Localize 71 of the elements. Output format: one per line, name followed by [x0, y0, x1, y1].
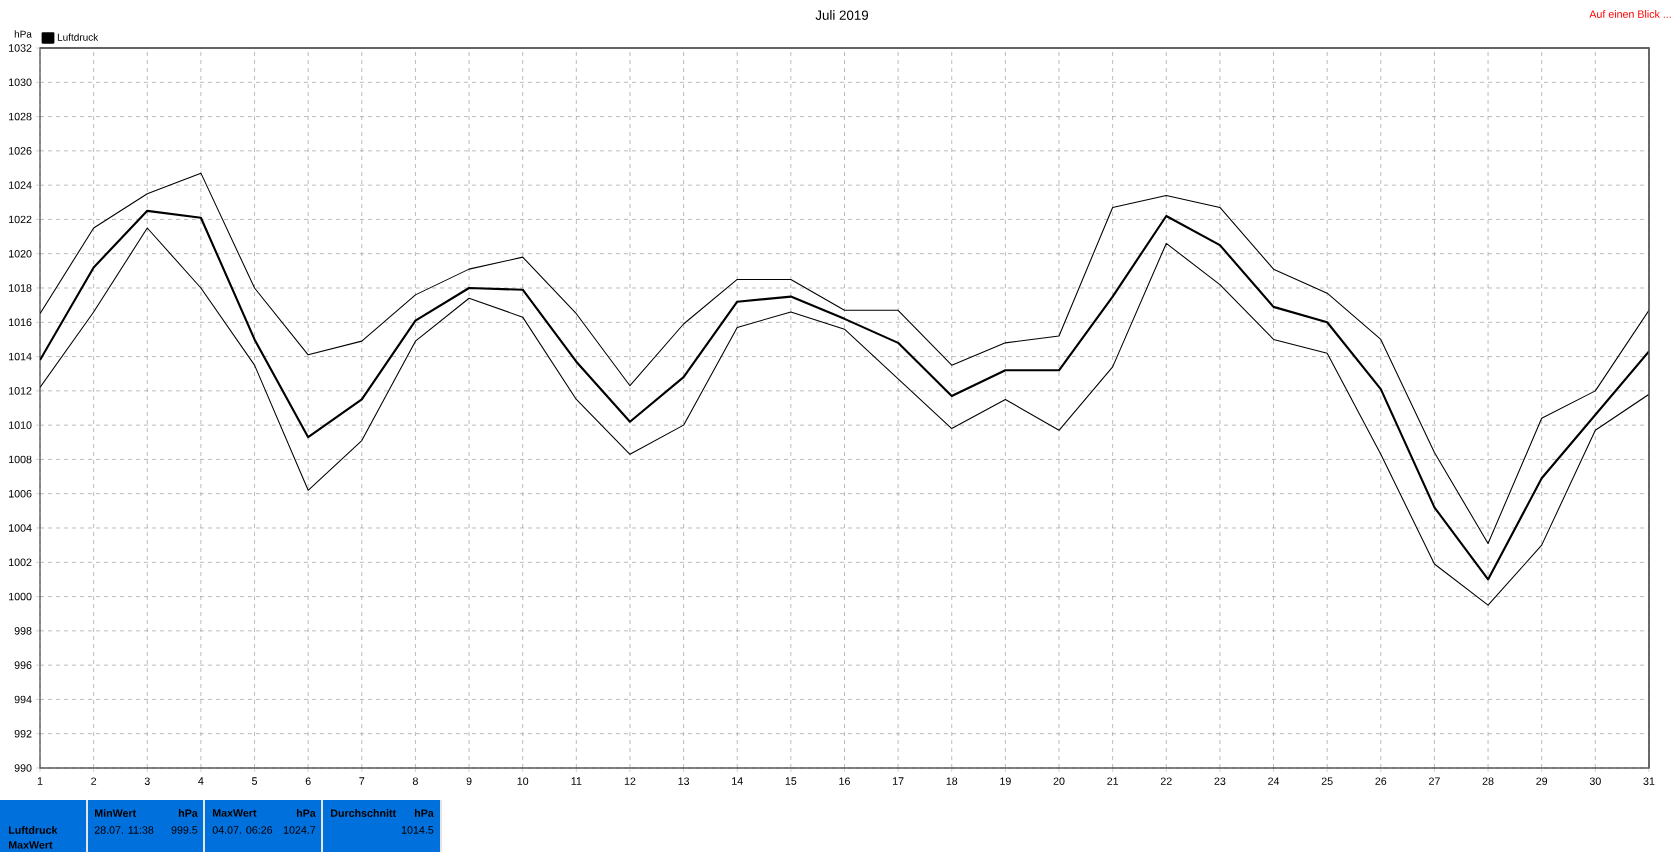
y-tick-label: 1020: [9, 249, 32, 258]
text: Luftdruck: [8, 826, 58, 834]
x-tick-label: 2: [91, 777, 97, 785]
text: MinWert: [94, 809, 137, 817]
x-tick-label: 16: [839, 777, 850, 785]
text: Auf einen Blick ...: [1589, 10, 1671, 18]
y-tick-label: 1030: [9, 78, 32, 87]
x-tick-label: 28: [1482, 777, 1494, 785]
y-tick-label: 994: [14, 695, 32, 704]
text: MaxWert: [212, 809, 257, 817]
x-tick-label: 25: [1321, 777, 1333, 785]
y-tick-label: 1018: [9, 284, 32, 292]
y-tick-label: 990: [14, 764, 32, 772]
x-tick-label: 7: [359, 777, 365, 785]
y-tick-label: 992: [14, 729, 32, 738]
y-tick-label: 1016: [9, 318, 32, 327]
x-tick-label: 17: [893, 777, 904, 785]
text: 999.5: [171, 826, 198, 834]
x-tick-label: 27: [1429, 777, 1440, 785]
y-tick-label: 1022: [9, 215, 32, 224]
x-tick-label: 11: [571, 777, 582, 785]
x-tick-label: 29: [1536, 777, 1548, 785]
x-tick-label: 31: [1643, 777, 1655, 785]
x-tick-label: 21: [1107, 777, 1119, 785]
y-axis-title: hPa: [14, 30, 32, 38]
x-tick-label: 3: [144, 777, 150, 785]
y-tick-label: 1004: [9, 524, 32, 532]
x-tick-label: 12: [624, 777, 636, 785]
text: hPa: [296, 809, 316, 817]
x-tick-label: 20: [1053, 777, 1065, 785]
chart-title: Juli 2019: [815, 10, 869, 20]
text: hPa: [178, 809, 198, 817]
x-tick-label: 10: [517, 777, 529, 785]
y-tick-label: 996: [14, 661, 32, 669]
text: MaxWert: [8, 841, 53, 849]
y-tick-label: 1010: [9, 421, 32, 429]
y-tick-label: 1024: [9, 181, 32, 189]
x-tick-label: 26: [1375, 777, 1387, 785]
text: hPa: [414, 809, 434, 817]
y-tick-label: 1012: [9, 387, 32, 395]
x-tick-label: 4: [198, 777, 204, 785]
x-tick-label: 1: [37, 777, 43, 785]
x-tick-label: 9: [466, 777, 472, 785]
y-tick-label: 1028: [9, 112, 32, 121]
legend-label: Luftdruck: [57, 33, 99, 41]
x-tick-label: 14: [732, 777, 743, 785]
y-tick-label: 1006: [9, 489, 32, 498]
text: 04.07. 06:26: [212, 826, 273, 834]
text: 1014.5: [401, 826, 434, 834]
y-tick-label: 1002: [9, 558, 32, 567]
x-tick-label: 15: [785, 777, 797, 785]
x-tick-label: 6: [305, 777, 311, 785]
x-tick-label: 18: [946, 777, 958, 785]
x-tick-label: 5: [251, 777, 258, 785]
line-series: [40, 172, 1649, 544]
y-tick-label: 998: [14, 627, 32, 635]
text: 28.07. 11:38: [94, 826, 154, 834]
x-tick-label: 23: [1214, 777, 1226, 785]
x-tick-label: 30: [1589, 777, 1601, 785]
y-tick-label: 1026: [9, 147, 32, 155]
text: Durchschnitt: [330, 809, 396, 817]
y-tick-label: 1008: [9, 455, 32, 464]
x-tick-label: 19: [1000, 777, 1011, 785]
y-tick-label: 1014: [9, 352, 32, 361]
y-tick-label: 1000: [9, 592, 32, 601]
x-tick-label: 13: [678, 777, 690, 785]
x-tick-label: 24: [1268, 777, 1280, 785]
text: 1024.7: [283, 826, 316, 834]
x-tick-label: 22: [1160, 777, 1172, 785]
y-tick-label: 1032: [9, 44, 32, 52]
x-tick-label: 8: [412, 777, 418, 785]
